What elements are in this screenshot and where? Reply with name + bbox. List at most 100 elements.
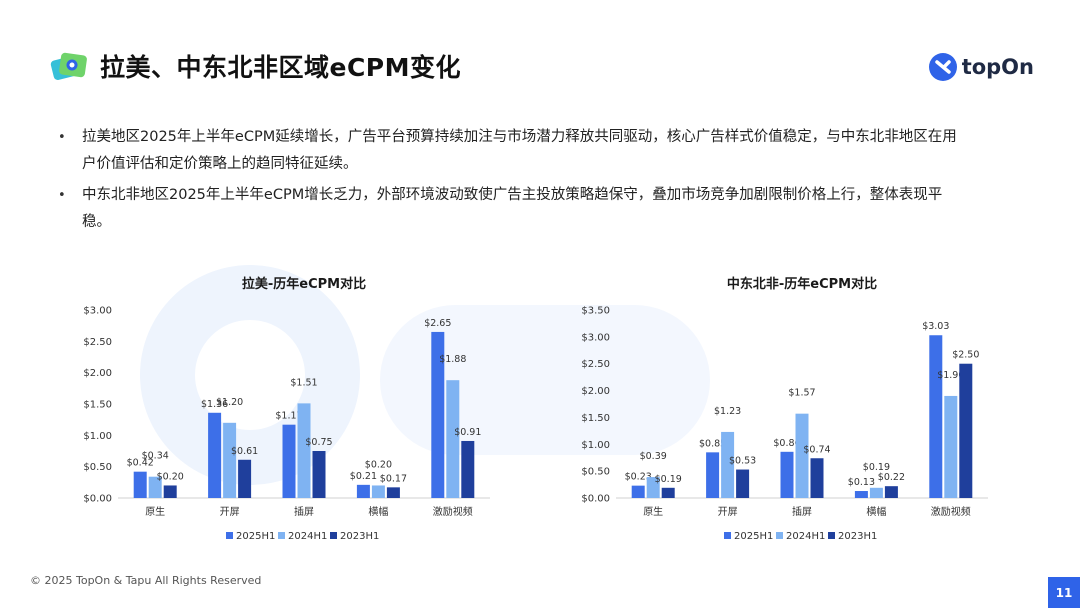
x-category-label: 插屏 <box>792 505 812 518</box>
y-tick-label: $3.00 <box>581 332 610 343</box>
data-label: $0.17 <box>380 473 407 484</box>
summary-bullets: 拉美地区2025年上半年eCPM延续增长，广告平台预算持续加注与市场潜力释放共同… <box>58 124 958 240</box>
legend-swatch <box>278 532 285 539</box>
data-label: $2.50 <box>952 350 979 361</box>
legend-swatch <box>226 532 233 539</box>
bar-2024H1-原生 <box>646 477 660 498</box>
data-label: $0.42 <box>127 458 154 469</box>
bar-2024H1-原生 <box>148 476 162 498</box>
bar-2023H1-插屏 <box>810 458 824 498</box>
data-label: $1.51 <box>290 377 317 388</box>
legend-label: 2023H1 <box>838 531 877 542</box>
data-label: $0.13 <box>848 477 875 488</box>
data-label: $1.88 <box>439 354 466 365</box>
x-category-label: 原生 <box>145 505 165 518</box>
y-tick-label: $2.00 <box>83 368 112 379</box>
data-label: $0.20 <box>365 459 392 470</box>
legend-swatch <box>828 532 835 539</box>
x-category-label: 原生 <box>643 505 663 518</box>
bar-2023H1-原生 <box>163 485 177 498</box>
data-label: $2.65 <box>424 318 451 329</box>
bar-2024H1-激励视频 <box>944 395 958 498</box>
bar-2025H1-原生 <box>631 485 645 498</box>
bar-2023H1-激励视频 <box>959 363 973 498</box>
y-tick-label: $1.50 <box>83 400 112 411</box>
y-tick-label: $2.00 <box>581 386 610 397</box>
legend-label: 2024H1 <box>288 531 327 542</box>
y-tick-label: $2.50 <box>83 337 112 348</box>
legend-label: 2023H1 <box>340 531 379 542</box>
bar-2024H1-激励视频 <box>446 380 460 498</box>
bar-2024H1-横幅 <box>869 487 883 498</box>
bar-2025H1-横幅 <box>356 484 370 498</box>
data-label: $0.61 <box>231 446 258 457</box>
y-tick-label: $1.50 <box>581 413 610 424</box>
latam-ecpm-chart: 拉美-历年eCPM对比 $0.00 $0.50 $1.00 $1.50 $2.00 $2.5… <box>70 268 500 558</box>
bar-2025H1-原生 <box>133 471 147 498</box>
bar-2025H1-插屏 <box>780 451 794 498</box>
x-category-label: 横幅 <box>866 505 886 518</box>
bar-2025H1-插屏 <box>282 424 296 498</box>
bar-2023H1-插屏 <box>312 451 326 498</box>
y-tick-label: $2.50 <box>581 359 610 370</box>
bar-2024H1-插屏 <box>297 403 311 498</box>
photo-stack-icon <box>50 52 87 80</box>
data-label: $0.22 <box>878 472 905 483</box>
data-label: $1.20 <box>216 397 243 408</box>
data-label: $0.20 <box>157 471 184 482</box>
bar-2023H1-横幅 <box>386 487 400 498</box>
data-label: $1.36 <box>201 399 228 410</box>
y-tick-label: $3.00 <box>83 306 112 317</box>
legend-swatch <box>776 532 783 539</box>
page-number-badge: 11 <box>1048 577 1080 608</box>
brand-name: topOn <box>961 55 1034 79</box>
y-tick-label: $1.00 <box>581 440 610 451</box>
data-label: $0.53 <box>729 456 756 467</box>
legend-label: 2025H1 <box>236 531 275 542</box>
bar-2023H1-原生 <box>661 487 675 498</box>
bar-2024H1-开屏 <box>223 422 237 498</box>
bar-2025H1-激励视频 <box>929 335 943 498</box>
y-tick-label: $0.00 <box>83 494 112 505</box>
data-label: $1.23 <box>714 406 741 417</box>
data-label: $0.39 <box>640 451 667 462</box>
mena-ecpm-chart: 中东北非-历年eCPM对比 $0.00 $0.50 $1.00 $1.50 $2.00 $2… <box>568 268 998 558</box>
brand-logo: topOn <box>928 52 1034 82</box>
bullet-mena: 中东北非地区2025年上半年eCPM增长乏力，外部环境波动致使广告主投放策略趋保… <box>58 182 958 236</box>
copyright-footer: © 2025 TopOn & Tapu All Rights Reserved <box>30 574 262 587</box>
y-tick-label: $3.50 <box>581 306 610 317</box>
legend-swatch <box>724 532 731 539</box>
x-category-label: 激励视频 <box>931 505 971 518</box>
bar-2023H1-激励视频 <box>461 440 475 498</box>
bar-2025H1-开屏 <box>208 412 222 498</box>
y-tick-label: $0.00 <box>581 494 610 505</box>
y-tick-label: $0.50 <box>83 462 112 473</box>
bullet-latam: 拉美地区2025年上半年eCPM延续增长，广告平台预算持续加注与市场潜力释放共同… <box>58 124 958 178</box>
data-label: $0.34 <box>142 451 169 462</box>
page-title: 拉美、中东北非区域eCPM变化 <box>100 53 462 82</box>
data-label: $0.19 <box>655 474 682 485</box>
bar-2025H1-激励视频 <box>431 331 445 498</box>
x-category-label: 开屏 <box>220 506 240 518</box>
bar-2024H1-开屏 <box>721 431 735 498</box>
y-tick-label: $1.00 <box>83 431 112 442</box>
chart-title: 拉美-历年eCPM对比 <box>242 276 366 292</box>
data-label: $1.17 <box>275 411 302 422</box>
legend-swatch <box>330 532 337 539</box>
x-category-label: 激励视频 <box>433 505 473 518</box>
bar-2023H1-开屏 <box>736 469 750 498</box>
x-category-label: 横幅 <box>368 505 388 518</box>
x-category-label: 开屏 <box>718 506 738 518</box>
data-label: $3.03 <box>922 321 949 332</box>
data-label: $0.85 <box>699 438 726 449</box>
bar-2025H1-开屏 <box>706 452 720 498</box>
bar-2023H1-开屏 <box>238 459 252 498</box>
bar-2024H1-横幅 <box>371 485 385 498</box>
data-label: $1.57 <box>788 388 815 399</box>
page-header: 拉美、中东北非区域eCPM变化 <box>50 46 461 86</box>
chart-title: 中东北非-历年eCPM对比 <box>727 276 877 292</box>
data-label: $0.74 <box>803 444 830 455</box>
legend-label: 2025H1 <box>734 531 773 542</box>
bar-2025H1-横幅 <box>854 491 868 498</box>
y-tick-label: $0.50 <box>581 467 610 478</box>
